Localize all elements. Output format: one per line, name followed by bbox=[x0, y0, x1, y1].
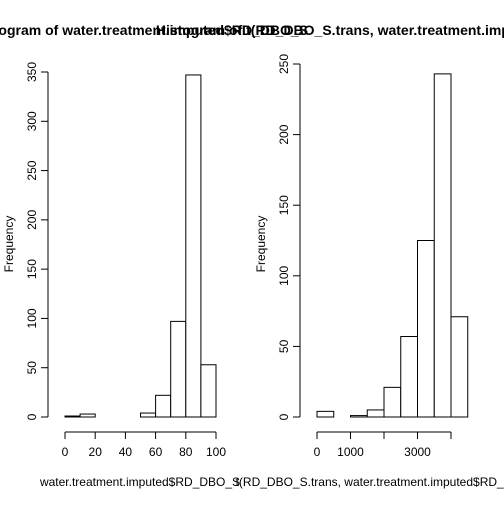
right-x-axis-label: t(RD_DBO_S.trans, water.treatment.impute… bbox=[236, 475, 504, 489]
right-y-tick-label: 200 bbox=[277, 124, 291, 144]
left-bar bbox=[64, 415, 81, 418]
left-y-axis: 0 50 100 150 200 250 300 350 bbox=[25, 62, 49, 420]
left-bar bbox=[185, 74, 202, 418]
right-y-tick-label: 50 bbox=[277, 339, 291, 353]
left-y-tick-label: 0 bbox=[25, 413, 39, 420]
left-x-axis: 0 20 40 60 80 100 bbox=[62, 431, 226, 459]
right-x-tick-label: 0 bbox=[314, 445, 321, 459]
right-bar bbox=[383, 386, 402, 418]
left-x-tick-label: 60 bbox=[149, 445, 163, 459]
right-x-tick-label: 1000 bbox=[337, 445, 364, 459]
right-bar bbox=[350, 415, 368, 418]
left-chart-title: Histogram of water.treatment.imputed$RD_… bbox=[0, 22, 308, 38]
right-bar bbox=[450, 316, 469, 418]
left-bars bbox=[64, 74, 217, 418]
right-bar bbox=[433, 73, 452, 418]
right-y-tick-label: 150 bbox=[277, 195, 291, 215]
left-y-axis-label: Frequency bbox=[2, 216, 16, 273]
right-y-axis: 0 50 100 150 200 250 bbox=[277, 54, 301, 420]
right-bar bbox=[366, 409, 385, 418]
right-y-tick-label: 0 bbox=[277, 413, 291, 420]
right-y-tick-label: 250 bbox=[277, 54, 291, 74]
left-histogram-panel: Histogram of water.treatment.imputed$RD_… bbox=[0, 22, 308, 489]
left-x-tick-label: 20 bbox=[89, 445, 103, 459]
right-x-axis: 0 1000 3000 bbox=[314, 431, 452, 459]
left-y-tick-label: 100 bbox=[25, 308, 39, 328]
left-x-tick-label: 100 bbox=[206, 445, 226, 459]
left-x-tick-label: 0 bbox=[62, 445, 69, 459]
left-bar bbox=[140, 412, 157, 418]
right-bar bbox=[400, 336, 418, 418]
right-y-axis-label: Frequency bbox=[254, 216, 268, 273]
left-x-axis-label: water.treatment.imputed$RD_DBO_S bbox=[39, 475, 240, 489]
left-bar bbox=[155, 394, 172, 418]
right-histogram-panel: Histogram of t(RD_DBO_S.trans, water.tre… bbox=[156, 22, 504, 489]
left-y-tick-label: 300 bbox=[25, 111, 39, 131]
right-y-tick-label: 100 bbox=[277, 265, 291, 285]
left-x-tick-label: 80 bbox=[179, 445, 193, 459]
left-x-tick-label: 40 bbox=[119, 445, 133, 459]
right-bars bbox=[316, 73, 469, 418]
right-chart-title: Histogram of t(RD_DBO_S.trans, water.tre… bbox=[156, 22, 504, 38]
left-y-tick-label: 50 bbox=[25, 361, 39, 375]
left-bar bbox=[170, 320, 187, 418]
left-bar bbox=[200, 364, 217, 418]
left-y-tick-label: 350 bbox=[25, 62, 39, 82]
left-y-tick-label: 200 bbox=[25, 210, 39, 230]
left-bar bbox=[79, 413, 96, 418]
right-x-tick-label: 3000 bbox=[404, 445, 431, 459]
right-bar bbox=[316, 410, 335, 418]
left-y-tick-label: 250 bbox=[25, 160, 39, 180]
left-y-tick-label: 150 bbox=[25, 259, 39, 279]
right-bar bbox=[417, 240, 435, 418]
